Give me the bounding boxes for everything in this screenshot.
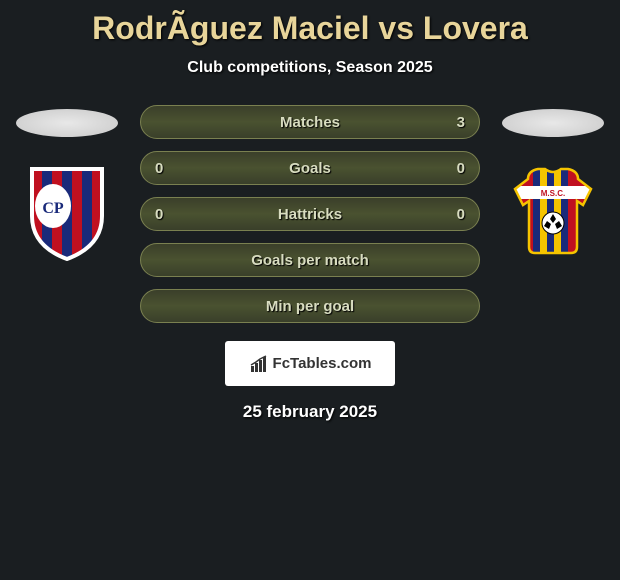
stat-right-value: 0 — [435, 206, 465, 223]
stat-label: Goals per match — [251, 252, 369, 269]
page-title: RodrÃ­guez Maciel vs Lovera — [0, 0, 620, 47]
stat-row-goals: 0 Goals 0 — [140, 151, 480, 185]
stat-label: Matches — [280, 114, 340, 131]
stat-label: Goals — [289, 160, 331, 177]
stat-right-value: 3 — [435, 114, 465, 131]
stat-row-hattricks: 0 Hattricks 0 — [140, 197, 480, 231]
left-club-badge: CP — [17, 161, 117, 261]
stat-right-value: 0 — [435, 160, 465, 177]
comparison-content: CP Matches 3 0 Goals 0 0 Hattricks 0 Goa… — [0, 105, 620, 323]
brand-text: FcTables.com — [273, 355, 372, 372]
right-avatar-placeholder — [502, 109, 604, 137]
stat-left-value: 0 — [155, 160, 185, 177]
subtitle: Club competitions, Season 2025 — [0, 59, 620, 77]
stat-row-matches: Matches 3 — [140, 105, 480, 139]
stat-label: Min per goal — [266, 298, 354, 315]
stat-left-value: 0 — [155, 206, 185, 223]
stat-label: Hattricks — [278, 206, 342, 223]
stat-row-goals-per-match: Goals per match — [140, 243, 480, 277]
right-club-badge: M.S.C. — [503, 161, 603, 261]
svg-text:M.S.C.: M.S.C. — [541, 189, 565, 198]
brand-watermark: FcTables.com — [225, 341, 395, 386]
right-side: M.S.C. — [498, 105, 608, 261]
stats-column: Matches 3 0 Goals 0 0 Hattricks 0 Goals … — [140, 105, 480, 323]
date-label: 25 february 2025 — [0, 402, 620, 422]
left-avatar-placeholder — [16, 109, 118, 137]
svg-text:CP: CP — [42, 200, 64, 217]
stat-row-min-per-goal: Min per goal — [140, 289, 480, 323]
chart-icon — [249, 354, 269, 374]
left-side: CP — [12, 105, 122, 261]
